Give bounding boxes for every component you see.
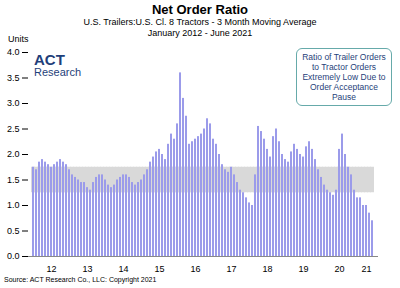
- svg-text:21: 21: [361, 264, 371, 274]
- svg-text:18: 18: [262, 264, 272, 274]
- svg-text:16: 16: [190, 264, 200, 274]
- svg-text:14: 14: [118, 264, 128, 274]
- svg-text:20: 20: [334, 264, 344, 274]
- svg-text:4.0: 4.0: [7, 47, 20, 57]
- html-text:Research: Research: [34, 66, 82, 78]
- svg-text:12: 12: [46, 264, 56, 274]
- svg-text:17: 17: [226, 264, 236, 274]
- svg-text:1.5: 1.5: [7, 175, 20, 185]
- html-text:Units: Units: [8, 34, 29, 44]
- html-text:Ratio of Trailer Orders to Tra: Ratio of Trailer Orders to Tractor Order…: [302, 52, 386, 102]
- html-text:January 2012 - June 2021: January 2012 - June 2021: [147, 28, 253, 38]
- html-text:Source: ACT Research Co., LLC:: Source: ACT Research Co., LLC: Copyright…: [4, 276, 157, 283]
- svg-text:2.0: 2.0: [7, 149, 20, 159]
- svg-text:3.0: 3.0: [7, 98, 20, 108]
- svg-text:1.0: 1.0: [7, 200, 20, 210]
- html-text:Net Order Ratio: Net Order Ratio: [152, 2, 248, 17]
- svg-text:3.5: 3.5: [7, 73, 20, 83]
- svg-text:15: 15: [154, 264, 164, 274]
- svg-text:13: 13: [82, 264, 92, 274]
- svg-text:2.5: 2.5: [7, 124, 20, 134]
- svg-text:19: 19: [298, 264, 308, 274]
- svg-text:0.0: 0.0: [7, 251, 20, 261]
- html-text:U.S. Trailers:U.S. Cl. 8 Tract: U.S. Trailers:U.S. Cl. 8 Tractors - 3 Mo…: [83, 17, 317, 27]
- svg-text:0.5: 0.5: [7, 226, 20, 236]
- html-text:ACT: ACT: [34, 51, 65, 68]
